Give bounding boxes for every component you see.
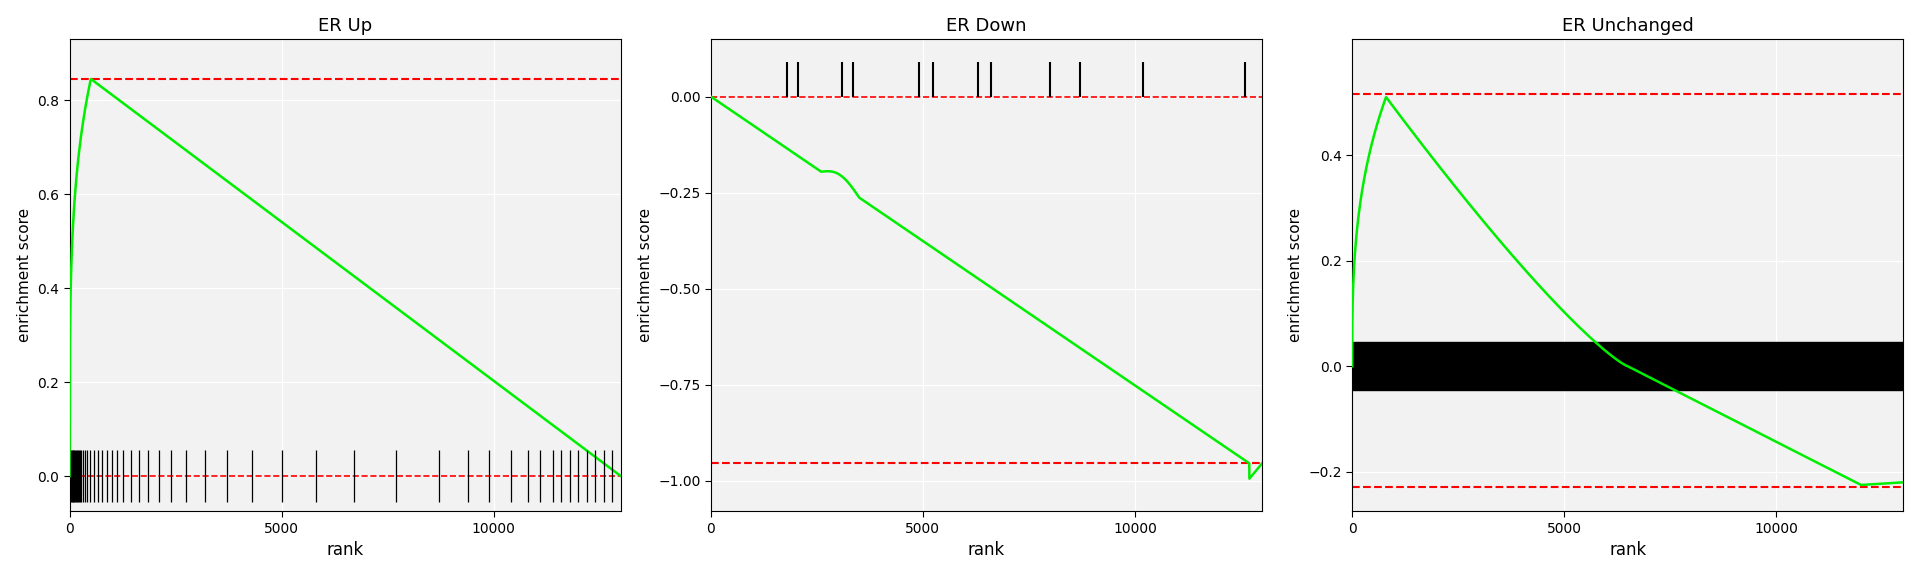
Y-axis label: enrichment score: enrichment score [637, 208, 653, 342]
Y-axis label: enrichment score: enrichment score [1288, 208, 1302, 342]
Title: ER Up: ER Up [319, 17, 372, 35]
X-axis label: rank: rank [1609, 541, 1645, 559]
Y-axis label: enrichment score: enrichment score [17, 208, 31, 342]
X-axis label: rank: rank [326, 541, 365, 559]
Title: ER Unchanged: ER Unchanged [1561, 17, 1693, 35]
Bar [1352, 343, 1903, 390]
X-axis label: rank: rank [968, 541, 1004, 559]
Title: ER Down: ER Down [947, 17, 1027, 35]
